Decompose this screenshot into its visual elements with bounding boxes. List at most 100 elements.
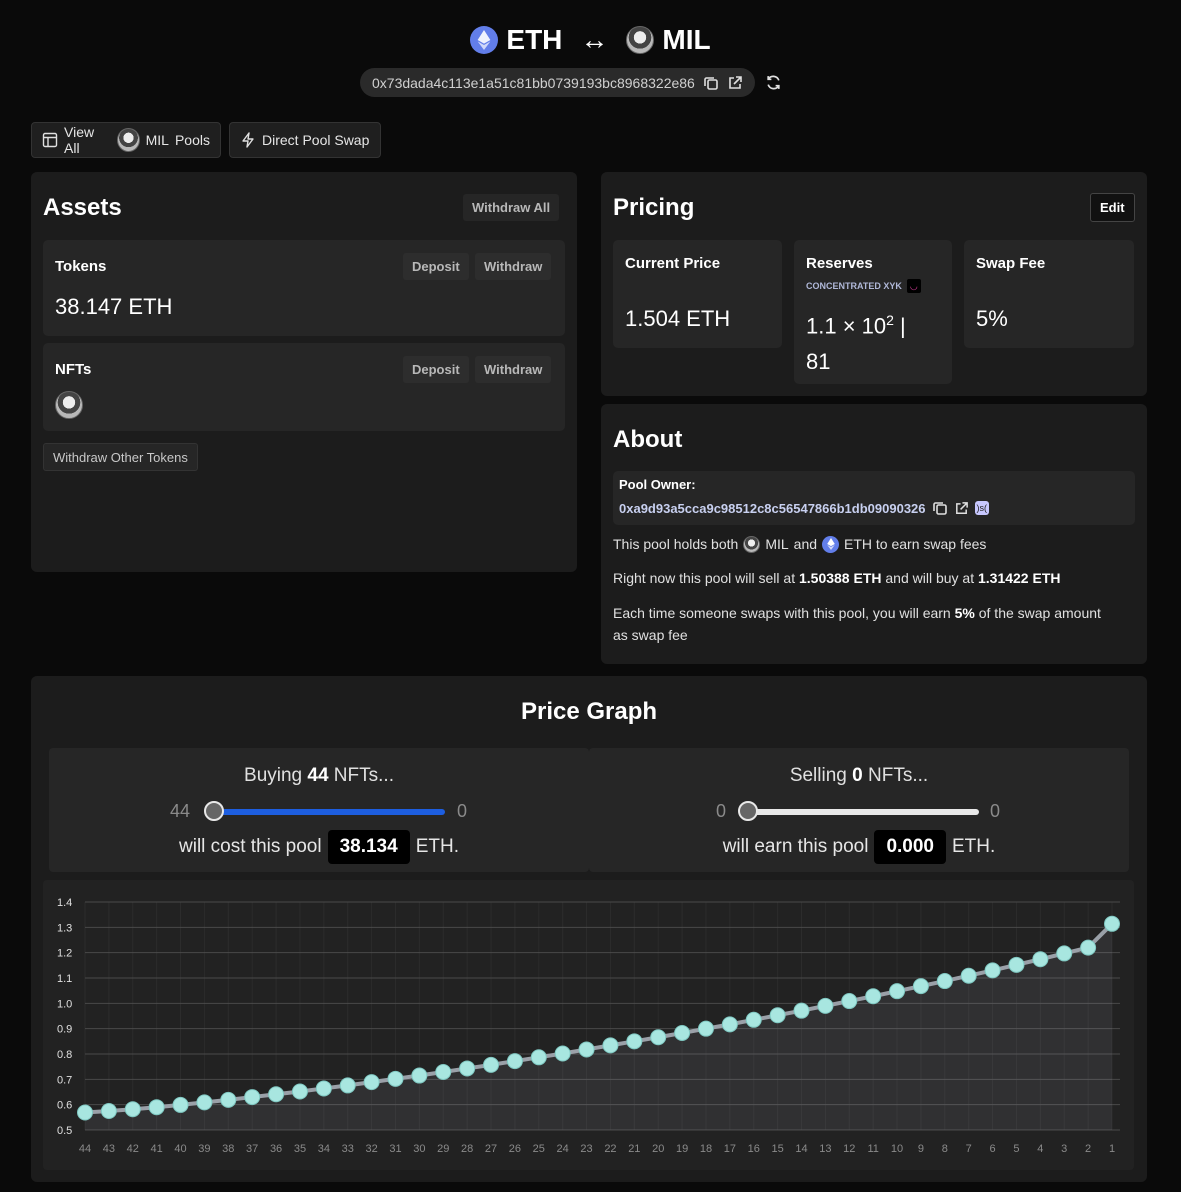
view-all-prefix: View All — [64, 124, 95, 156]
direct-pool-swap-button[interactable]: Direct Pool Swap — [229, 122, 381, 158]
x-tick-label: 27 — [485, 1143, 497, 1155]
x-tick-label: 16 — [748, 1143, 760, 1155]
data-point — [530, 1049, 547, 1066]
withdraw-all-button[interactable]: Withdraw All — [463, 194, 560, 221]
data-point — [483, 1056, 500, 1073]
copy-icon[interactable] — [932, 500, 948, 516]
data-point — [172, 1096, 189, 1113]
x-tick-label: 11 — [867, 1143, 878, 1155]
x-tick-label: 4 — [1037, 1143, 1043, 1155]
sell-earn-unit: ETH. — [952, 836, 996, 857]
data-point — [769, 1007, 786, 1024]
data-point — [721, 1016, 738, 1033]
tokens-deposit-button[interactable]: Deposit — [403, 253, 469, 280]
data-point — [363, 1074, 380, 1091]
current-price-tile: Current Price 1.504 ETH — [613, 240, 782, 348]
pool-owner-panel: Pool Owner: 0xa9d93a5cca9c98512c8c565478… — [613, 471, 1135, 525]
buy-slider-row: 44 0 — [49, 801, 589, 821]
buy-slider-track[interactable] — [215, 809, 445, 815]
sell-prefix: Right now this pool will sell at — [613, 570, 799, 586]
nfts-withdraw-button[interactable]: Withdraw — [475, 356, 552, 383]
sell-earn-prefix: will earn this pool — [722, 836, 869, 857]
data-point — [506, 1053, 523, 1070]
sell-slider-row: 0 0 — [589, 801, 1129, 821]
buy-prefix: Buying — [244, 765, 308, 786]
y-tick-label: 0.6 — [57, 1100, 72, 1112]
external-link-icon[interactable] — [727, 75, 743, 91]
nft-thumbnail[interactable] — [55, 391, 83, 419]
refresh-icon[interactable] — [765, 74, 782, 91]
holds-and: and — [793, 536, 818, 552]
x-tick-label: 38 — [222, 1143, 234, 1155]
edit-pricing-button[interactable]: Edit — [1090, 193, 1135, 222]
buy-count: 44 — [307, 765, 329, 786]
data-point — [912, 978, 929, 995]
tokens-panel: Tokens Deposit Withdraw 38.147 ETH — [43, 240, 565, 336]
data-point — [697, 1020, 714, 1037]
assets-title: Assets — [43, 194, 122, 221]
chart-area — [85, 923, 1112, 1130]
data-point — [315, 1080, 332, 1097]
x-tick-label: 35 — [294, 1143, 306, 1155]
pool-address-pill: 0x73dada4c113e1a51c81bb0739193bc8968322e… — [360, 68, 755, 97]
data-point — [1104, 915, 1120, 932]
pair-title: ETH ↔ MIL — [470, 22, 711, 58]
x-tick-label: 15 — [772, 1143, 784, 1155]
sell-earn-value: 0.000 — [874, 830, 946, 864]
withdraw-other-tokens-button[interactable]: Withdraw Other Tokens — [43, 443, 198, 471]
sell-slider-track[interactable] — [749, 809, 979, 815]
token-a-label: ETH — [506, 24, 563, 55]
data-point — [291, 1083, 308, 1100]
owner-badge-icon[interactable]: )s( — [974, 501, 990, 515]
x-tick-label: 36 — [270, 1143, 282, 1155]
buy-cost-prefix: will cost this pool — [179, 836, 322, 857]
pool-owner-label: Pool Owner: — [619, 477, 696, 492]
buy-title: Buying 44 NFTs... — [49, 765, 589, 787]
x-tick-label: 22 — [604, 1143, 616, 1155]
x-tick-label: 21 — [628, 1143, 640, 1155]
lightning-icon — [240, 132, 256, 148]
pricing-card: Pricing Edit Current Price 1.504 ETH Res… — [601, 172, 1147, 396]
current-price-label: Current Price — [625, 255, 721, 272]
mil-avatar-icon — [116, 128, 140, 152]
fee-suffix: of the swap amount as swap fee — [613, 605, 1101, 643]
pool-header: ETH ↔ MIL — [0, 22, 1181, 58]
eth-icon — [470, 26, 499, 54]
data-point — [578, 1041, 595, 1058]
current-price-value: 1.504 ETH — [625, 306, 731, 331]
sell-slider-max: 0 — [990, 801, 1001, 821]
tokens-withdraw-button[interactable]: Withdraw — [475, 253, 552, 280]
x-tick-label: 24 — [557, 1143, 569, 1155]
curve-type-row: CONCENTRATED XYK ◡ — [806, 279, 921, 293]
reserves-tile: Reserves CONCENTRATED XYK ◡ 1.1 × 102 | … — [794, 240, 952, 384]
buy-slider-thumb[interactable] — [204, 801, 224, 821]
data-point — [435, 1063, 452, 1080]
tokens-balance: 38.147 ETH — [55, 294, 173, 319]
data-point — [148, 1099, 165, 1116]
x-tick-label: 2 — [1085, 1143, 1091, 1155]
x-tick-label: 32 — [365, 1143, 377, 1155]
about-title: About — [613, 426, 683, 453]
y-tick-label: 0.5 — [57, 1125, 72, 1137]
nfts-deposit-button[interactable]: Deposit — [403, 356, 469, 383]
data-point — [960, 967, 977, 984]
x-tick-label: 25 — [533, 1143, 545, 1155]
copy-icon[interactable] — [703, 75, 719, 91]
external-link-icon[interactable] — [954, 501, 969, 516]
data-point — [387, 1070, 404, 1087]
swap-fee-label: Swap Fee — [976, 255, 1046, 272]
data-point — [196, 1094, 213, 1111]
buy-slider-max: 0 — [457, 801, 468, 821]
x-tick-label: 30 — [413, 1143, 425, 1155]
sell-slider-thumb[interactable] — [738, 801, 758, 821]
about-card: About Pool Owner: 0xa9d93a5cca9c98512c8c… — [601, 404, 1147, 664]
holds-mil: MIL — [765, 536, 789, 552]
view-all-pools-button[interactable]: View All MIL Pools — [31, 122, 221, 158]
curve-type: CONCENTRATED XYK — [806, 281, 902, 291]
buy-suffix: NFTs... — [328, 765, 394, 786]
data-point — [554, 1045, 571, 1062]
pool-owner-address[interactable]: 0xa9d93a5cca9c98512c8c56547866b1db090903… — [619, 500, 926, 516]
curve-info-icon[interactable]: ◡ — [906, 279, 921, 293]
tokens-label: Tokens — [55, 258, 107, 275]
y-tick-label: 1.3 — [57, 922, 72, 934]
